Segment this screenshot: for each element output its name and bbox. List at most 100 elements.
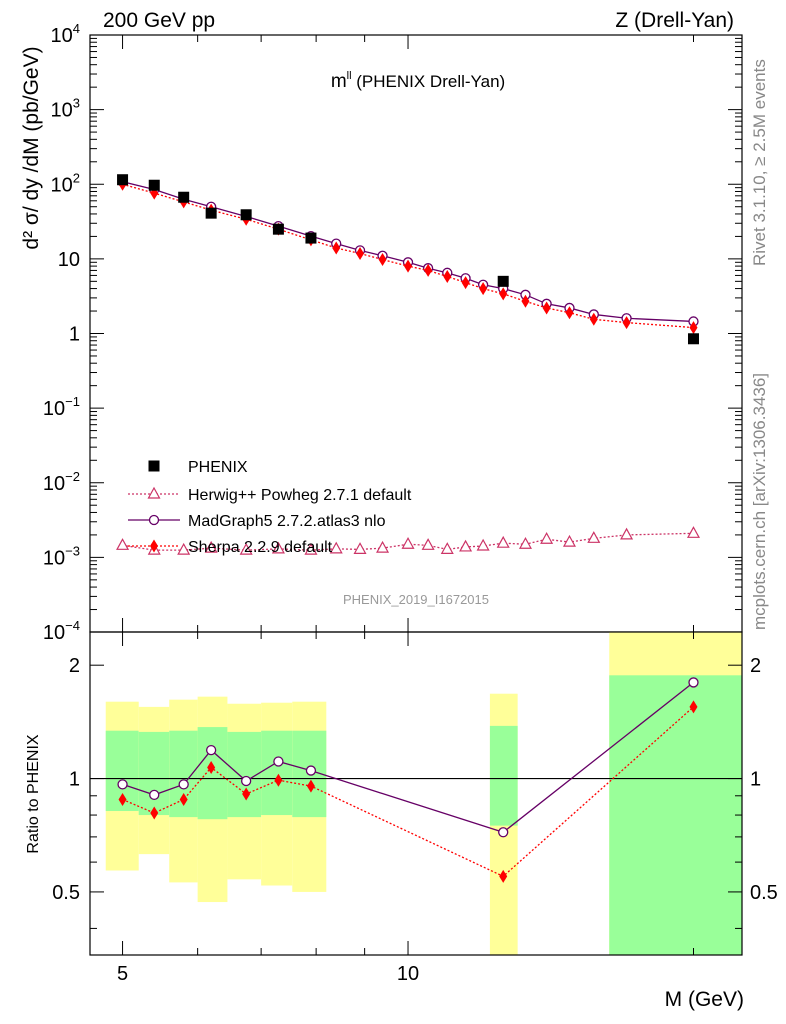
ratio-sherpa-2-2-9-default-point xyxy=(242,787,251,801)
ratio-y-tick-label: 2 xyxy=(69,655,80,677)
y-tick-label: 103 xyxy=(51,96,80,122)
ratio-y-axis-label: Ratio to PHENIX xyxy=(25,734,42,853)
ratio-sherpa-2-2-9-default-point xyxy=(274,773,283,787)
main-phenix-point xyxy=(178,191,190,203)
main-herwig-powheg-2-7-1-default-point xyxy=(476,538,490,551)
legend-marker xyxy=(148,514,160,526)
legend-label: PHENIX xyxy=(188,459,248,476)
x-tick-label: 10 xyxy=(397,963,419,985)
main-herwig-powheg-2-7-1-default-point xyxy=(401,536,415,549)
uncertainty-band-inner xyxy=(138,731,170,816)
uncertainty-band-inner xyxy=(197,727,228,820)
main-herwig-powheg-2-7-1-default-point xyxy=(459,539,473,552)
x-tick-label: 5 xyxy=(117,963,128,985)
ratio-sherpa-2-2-9-default-point xyxy=(207,760,216,774)
uncertainty-band-inner xyxy=(227,731,262,818)
ratio-madgraph5-2-7-2-atlas3-nlo-point xyxy=(305,765,317,776)
main-herwig-powheg-2-7-1-default-point xyxy=(353,542,367,554)
main-phenix-point xyxy=(117,174,129,186)
y-tick-label: 10−2 xyxy=(43,469,80,495)
main-herwig-powheg-2-7-1-default-point xyxy=(304,542,318,555)
y-tick-label: 10−1 xyxy=(43,394,80,420)
main-herwig-powheg-2-7-1-default-point xyxy=(177,542,191,555)
uncertainty-band-inner xyxy=(489,725,518,826)
ratio-madgraph5-2-7-2-atlas3-nlo-point xyxy=(273,756,284,767)
main-herwig-powheg-2-7-1-default-point xyxy=(329,541,343,554)
main-phenix-point xyxy=(687,333,699,345)
main-herwig-powheg-2-7-1-default-point xyxy=(620,527,634,540)
ratio-sherpa-2-2-9-default-point xyxy=(118,792,127,806)
main-panel: 10410310210110−110−210−310−4PHENIXHerwig… xyxy=(43,21,743,644)
main-herwig-powheg-2-7-1-default-point xyxy=(518,536,532,549)
main-sherpa-2-2-9-default-point xyxy=(443,270,452,284)
main-sherpa-2-2-9-default-point xyxy=(499,287,508,301)
main-phenix-point xyxy=(205,207,217,219)
main-herwig-powheg-2-7-1-default-point xyxy=(421,538,435,550)
ratio-sherpa-2-2-9-default-point xyxy=(689,700,698,714)
y-tick-label: 10 xyxy=(58,249,80,271)
main-herwig-powheg-2-7-1-default-point xyxy=(562,534,576,547)
main-herwig-powheg-2-7-1-default-point xyxy=(271,541,285,554)
main-phenix-point xyxy=(148,179,160,191)
ratio-madgraph5-2-7-2-atlas3-nlo-point xyxy=(205,744,217,756)
main-herwig-powheg-2-7-1-default-point xyxy=(376,540,390,553)
ratio-madgraph5-2-7-2-atlas3-nlo-point xyxy=(241,775,252,787)
main-herwig-powheg-2-7-1-default-point xyxy=(116,538,130,550)
main-sherpa-2-2-9-default-point xyxy=(479,282,488,296)
ratio-madgraph5-2-7-2-atlas3-nlo-point xyxy=(149,789,160,801)
ratio-sherpa-2-2-9-default-point xyxy=(306,779,315,793)
uncertainty-band-inner xyxy=(261,730,293,816)
y-tick-label: 104 xyxy=(51,21,80,47)
process-label: Z (Drell-Yan) xyxy=(615,9,734,32)
ratio-sherpa-2-2-9-default-point xyxy=(499,869,508,883)
ratio-y-tick-label: 1 xyxy=(69,769,80,791)
main-sherpa-2-2-9-default-line xyxy=(122,183,694,329)
uncertainty-band-inner xyxy=(609,675,742,955)
main-sherpa-2-2-9-default-point xyxy=(689,321,698,335)
ratio-madgraph5-2-7-2-atlas3-nlo-point xyxy=(117,779,128,790)
main-phenix-point xyxy=(240,209,252,221)
main-phenix-point xyxy=(497,275,509,287)
x-axis-label: M (GeV) xyxy=(665,988,744,1011)
ratio-panel: 5 10 0.5 0.5 1 1 2 2 xyxy=(52,631,778,985)
ratio-madgraph5-2-7-2-atlas3-nlo-point xyxy=(178,779,189,790)
main-sherpa-2-2-9-default-point xyxy=(404,259,413,273)
main-herwig-powheg-2-7-1-default-point xyxy=(496,535,510,548)
main-phenix-point xyxy=(305,232,317,244)
main-herwig-powheg-2-7-1-default-line xyxy=(122,532,694,551)
ratio-y-tick-label-right: 1 xyxy=(750,769,761,791)
legend-label: Herwig++ Powheg 2.7.1 default xyxy=(188,487,412,504)
main-sherpa-2-2-9-default-point xyxy=(622,316,631,330)
y-tick-label: 102 xyxy=(51,170,80,196)
main-herwig-powheg-2-7-1-default-point xyxy=(540,531,554,544)
legend-label: Sherpa 2.2.9 default xyxy=(188,539,333,556)
ratio-y-tick-label-right: 0.5 xyxy=(750,882,778,904)
legend-marker xyxy=(147,486,161,499)
main-madgraph5-2-7-2-atlas3-nlo-line xyxy=(122,181,694,323)
plot-title: mll (PHENIX Drell-Yan) xyxy=(331,70,505,92)
main-sherpa-2-2-9-default-point xyxy=(332,241,341,255)
mcplots-reference-label: mcplots.cern.ch [arXiv:1306.3436] xyxy=(750,373,769,630)
main-phenix-point xyxy=(272,223,284,235)
ratio-panel-frame xyxy=(89,631,743,956)
y-tick-label: 10−4 xyxy=(43,618,80,644)
main-sherpa-2-2-9-default-point xyxy=(521,294,530,308)
main-herwig-powheg-2-7-1-default-point xyxy=(239,542,253,555)
ratio-sherpa-2-2-9-default-point xyxy=(150,806,159,820)
main-sherpa-2-2-9-default-point xyxy=(589,312,598,326)
legend-marker xyxy=(148,460,160,472)
main-sherpa-2-2-9-default-point xyxy=(565,306,574,320)
main-y-axis-label: d² σ/ dy /dM (pb/GeV) xyxy=(20,46,43,249)
main-herwig-powheg-2-7-1-default-point xyxy=(587,531,601,543)
collision-label: 200 GeV pp xyxy=(103,9,215,32)
main-herwig-powheg-2-7-1-default-point xyxy=(686,526,701,538)
main-herwig-powheg-2-7-1-default-point xyxy=(440,542,454,554)
ratio-madgraph5-2-7-2-atlas3-nlo-point xyxy=(688,677,699,688)
main-sherpa-2-2-9-default-point xyxy=(424,263,433,277)
main-sherpa-2-2-9-default-point xyxy=(356,247,365,261)
rivet-version-label: Rivet 3.1.10, ≥ 2.5M events xyxy=(750,59,769,266)
main-sherpa-2-2-9-default-point xyxy=(461,276,470,290)
ratio-y-tick-label-right: 2 xyxy=(750,655,761,677)
main-herwig-powheg-2-7-1-default-point xyxy=(204,540,218,553)
